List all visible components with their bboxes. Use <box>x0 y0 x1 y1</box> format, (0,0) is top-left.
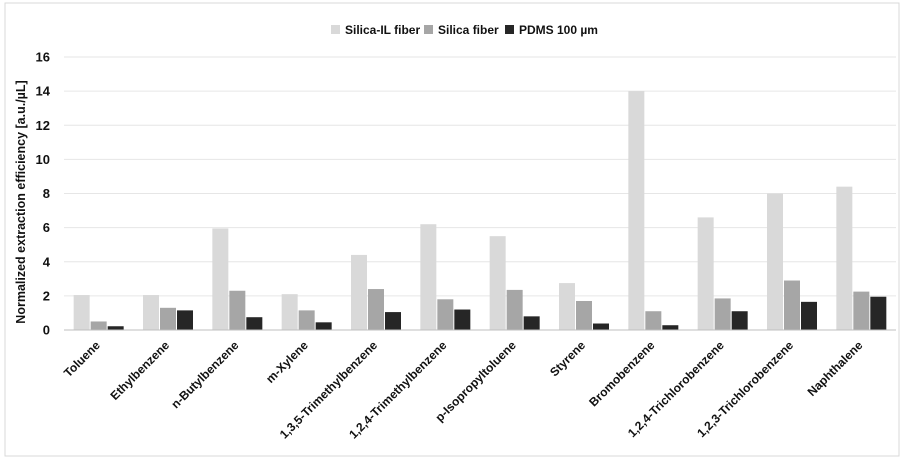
bar-1-2 <box>229 290 246 330</box>
bar-0-7 <box>559 283 575 330</box>
bar-1-10 <box>784 280 800 330</box>
bar-0-9 <box>697 217 714 330</box>
bar-2-8 <box>662 325 679 330</box>
y-tick-label: 6 <box>43 220 50 235</box>
bar-2-2 <box>246 317 263 330</box>
legend-swatch <box>505 25 514 34</box>
bar-1-4 <box>368 289 384 330</box>
bar-2-4 <box>385 312 401 330</box>
legend-label: Silica-IL fiber <box>345 23 420 37</box>
legend-swatch <box>424 25 433 34</box>
bar-1-1 <box>160 307 176 330</box>
chart-border <box>4 2 900 457</box>
bar-2-1 <box>177 310 193 330</box>
y-tick-label: 10 <box>36 152 50 167</box>
bar-0-4 <box>351 254 367 330</box>
bar-2-0 <box>107 326 124 330</box>
bar-2-6 <box>523 316 540 330</box>
bar-1-9 <box>714 298 731 330</box>
legend-label: PDMS 100 µm <box>519 23 598 37</box>
bar-1-11 <box>853 291 870 330</box>
bar-1-8 <box>645 311 662 330</box>
bar-2-7 <box>593 323 609 330</box>
y-tick-label: 12 <box>36 118 50 133</box>
bar-1-0 <box>90 321 107 330</box>
bar-0-11 <box>836 186 853 330</box>
legend: Silica-IL fiber Silica fiber PDMS 100 µm <box>331 23 598 37</box>
bar-0-3 <box>281 294 298 330</box>
y-tick-label: 4 <box>43 254 51 269</box>
legend-swatch <box>331 25 340 34</box>
bar-2-11 <box>870 296 887 330</box>
bars <box>73 91 887 330</box>
bar-2-10 <box>801 301 817 330</box>
gridlines <box>64 56 896 297</box>
bar-0-2 <box>212 228 229 330</box>
y-tick-label: 0 <box>43 323 50 338</box>
bar-2-3 <box>315 322 332 330</box>
y-tick-label: 16 <box>36 50 50 65</box>
bar-0-1 <box>143 295 159 330</box>
bar-1-7 <box>576 300 592 330</box>
bar-1-5 <box>437 299 454 330</box>
bar-2-5 <box>454 309 471 330</box>
bar-0-8 <box>628 91 645 330</box>
bar-1-3 <box>298 310 315 330</box>
y-tick-label: 2 <box>43 288 50 303</box>
y-tick-label: 14 <box>36 84 51 99</box>
bar-0-5 <box>420 224 437 330</box>
bar-2-9 <box>731 311 748 330</box>
bar-0-6 <box>489 236 506 330</box>
bar-1-6 <box>506 289 523 330</box>
bar-0-0 <box>73 295 90 330</box>
y-axis-title: Normalized extraction efficiency [a.u./µ… <box>14 80 28 323</box>
bar-0-10 <box>767 193 783 330</box>
y-tick-label: 8 <box>43 186 50 201</box>
legend-label: Silica fiber <box>438 23 499 37</box>
